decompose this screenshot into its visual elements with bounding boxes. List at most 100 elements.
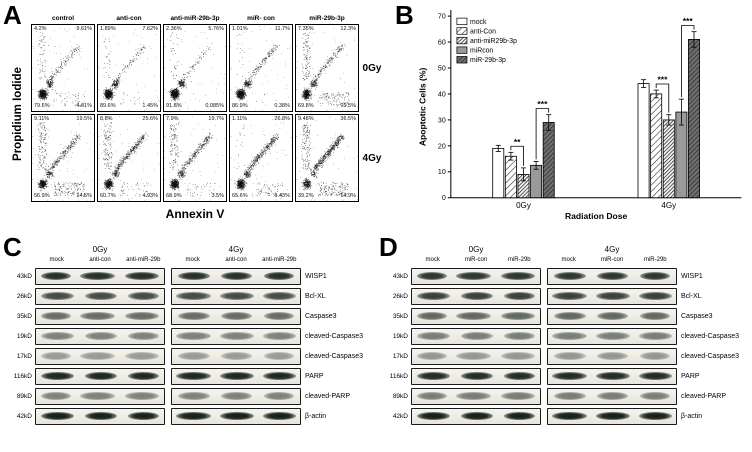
blot-band (40, 272, 71, 280)
blot-band (552, 292, 588, 300)
panel-d-western-blot: D 0Gy 4Gy mock miR-con miR-29b mock miR-con miR… (376, 232, 752, 452)
quadrant-ur-value: 19.5% (76, 116, 92, 122)
blot-band (125, 312, 160, 320)
blot-band (127, 292, 159, 300)
blot-band (176, 332, 212, 340)
blot-band (553, 352, 586, 360)
blot-strip (411, 267, 541, 285)
svg-text:**: ** (514, 137, 521, 147)
blot-protein-label: PARP (681, 372, 700, 380)
blot-protein-label: Bcl-XL (681, 292, 702, 300)
blot-strip (35, 267, 165, 285)
flow-scatter-canvas (164, 115, 226, 201)
blot-strip (35, 287, 165, 305)
flow-plot: 9.48% 36.5% 39.2% 14.9% (295, 114, 359, 202)
blot-strip (411, 307, 541, 325)
quadrant-ul-value: 8.8% (100, 116, 113, 122)
blot-dose-label: 4Gy (228, 245, 244, 254)
blot-strip (171, 347, 301, 365)
blot-strip (547, 327, 677, 345)
quadrant-lr-value: 4.61% (76, 102, 92, 109)
blot-band (84, 412, 117, 420)
flow-scatter-canvas (296, 115, 358, 201)
blot-band (597, 312, 629, 320)
flow-scatter-canvas (164, 25, 226, 111)
blot-band (595, 332, 630, 340)
quadrant-ur-value: 5.76% (208, 26, 224, 32)
svg-text:30: 30 (438, 117, 446, 124)
blot-strip (171, 407, 301, 425)
blot-band (40, 392, 71, 400)
quadrant-lr-value: 14.5% (76, 192, 92, 199)
blot-band (125, 352, 160, 360)
quadrant-ul-value: 1.89% (100, 26, 116, 32)
blot-band (417, 332, 451, 340)
quadrant-ul-value: 9.48% (298, 116, 314, 122)
blot-band (125, 392, 160, 400)
flow-plot: 4.2% 9.61% 79.6% 4.61% (31, 24, 95, 112)
blot-band (264, 272, 295, 280)
blot-band (177, 392, 210, 400)
quadrant-lr-value: 14.9% (340, 192, 356, 199)
blot-mw-label: 116kD (13, 372, 32, 380)
blot-band (501, 392, 536, 400)
blot-protein-label: Caspase3 (681, 312, 713, 320)
quadrant-ur-value: 25.6% (142, 116, 158, 122)
blot-lane-label: anti-con (89, 257, 111, 263)
blot-lane-label: mock (185, 257, 200, 263)
svg-text:0: 0 (442, 195, 446, 202)
blot-band (262, 332, 296, 340)
blot-strip (547, 267, 677, 285)
quadrant-ur-value: 7.62% (142, 26, 158, 32)
svg-text:miRcon: miRcon (470, 48, 493, 55)
quadrant-ur-value: 9.61% (76, 26, 92, 32)
blot-band (264, 352, 295, 360)
blot-mw-label: 89kD (392, 392, 408, 400)
blot-mw-label: 26kD (16, 292, 32, 300)
blot-strip (411, 387, 541, 405)
blot-band (262, 412, 296, 420)
svg-text:60: 60 (438, 39, 446, 46)
blot-protein-label: Caspase3 (305, 312, 337, 320)
svg-text:10: 10 (438, 169, 446, 176)
blot-band (553, 392, 586, 400)
quadrant-ur-value: 11.7% (274, 26, 290, 32)
flow-plot: 2.36% 5.76% 91.8% 0.085% (163, 24, 227, 112)
quadrant-lr-value: 6.43% (274, 192, 290, 199)
blot-band (127, 372, 159, 380)
blot-band (40, 312, 71, 320)
panel-a-y-axis-label: Propidium Iodide (12, 67, 24, 161)
blot-band (416, 392, 447, 400)
blot-lane-label: mock (425, 257, 440, 263)
panel-a-flow-cytometry: A Propidium Iodide control anti-con anti-m… (0, 0, 392, 232)
flow-scatter-canvas (230, 25, 292, 111)
blot-mw-label: 26kD (392, 292, 408, 300)
blot-band (80, 392, 116, 400)
flow-plot: 7.35% 12.3% 69.8% 10.5% (295, 24, 359, 112)
blot-mw-label: 89kD (16, 392, 32, 400)
blot-lane-labels: mock miR-con miR-29b (547, 255, 677, 266)
blot-grid: 0Gy 4Gy mock anti-con anti-miR-29b mock anti-c… (5, 244, 373, 426)
blot-band (416, 352, 447, 360)
blot-strip (171, 287, 301, 305)
blot-band (221, 392, 253, 400)
blot-band (177, 272, 210, 280)
blot-mw-label: 42kD (16, 412, 32, 420)
quadrant-ll-value: 91.8% (166, 102, 182, 109)
svg-text:***: *** (537, 99, 548, 109)
blot-c: 0Gy 4Gy mock anti-con anti-miR-29b mock anti-c… (5, 244, 373, 426)
blot-band (80, 352, 116, 360)
quadrant-ll-value: 89.6% (100, 102, 116, 109)
blot-lane-label: anti-miR-29b (262, 257, 297, 263)
blot-band (460, 372, 493, 380)
quadrant-ul-value: 7.9% (166, 116, 179, 122)
panel-a-label: A (3, 0, 22, 30)
flow-plot: 9.11% 19.5% 56.9% 14.5% (31, 114, 95, 202)
quadrant-ul-value: 1.11% (232, 116, 248, 122)
blot-lane-label: anti-miR-29b (126, 257, 161, 263)
blot-lane-label: miR-29b (507, 257, 531, 263)
blot-grid: 0Gy 4Gy mock miR-con miR-29b mock miR-con miR-2… (381, 244, 749, 426)
blot-strip (171, 307, 301, 325)
flow-scatter-canvas (296, 25, 358, 111)
blot-mw-label: 116kD (389, 372, 408, 380)
